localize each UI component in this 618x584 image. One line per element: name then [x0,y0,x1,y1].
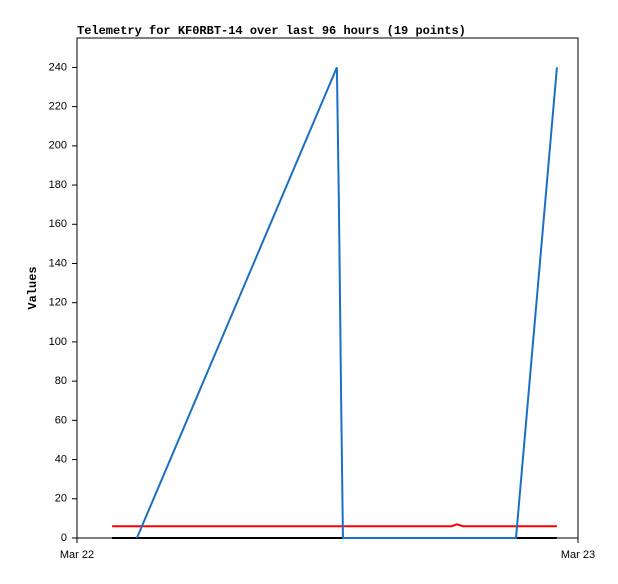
y-tick-label: 40 [55,453,67,465]
series-line [112,523,557,528]
plot-frame [76,37,579,539]
x-tick-label: Mar 23 [561,549,595,561]
y-axis-label: Values [26,266,40,309]
y-tick-label: 80 [55,375,67,387]
y-tick-label: 240 [49,61,67,73]
x-tick-label: Mar 22 [60,549,94,561]
y-tick-label: 60 [55,414,67,426]
y-tick-label: 0 [61,532,67,544]
y-tick-label: 140 [49,257,67,269]
chart-title: Telemetry for KF0RBT-14 over last 96 hou… [77,24,466,38]
y-tick-label: 200 [49,140,67,152]
y-tick-label: 120 [49,297,67,309]
y-tick-label: 160 [49,218,67,230]
y-tick-label: 100 [49,336,67,348]
y-tick-label: 180 [49,179,67,191]
y-tick-label: 220 [49,101,67,113]
series-line [135,67,558,539]
y-tick-label: 20 [55,493,67,505]
